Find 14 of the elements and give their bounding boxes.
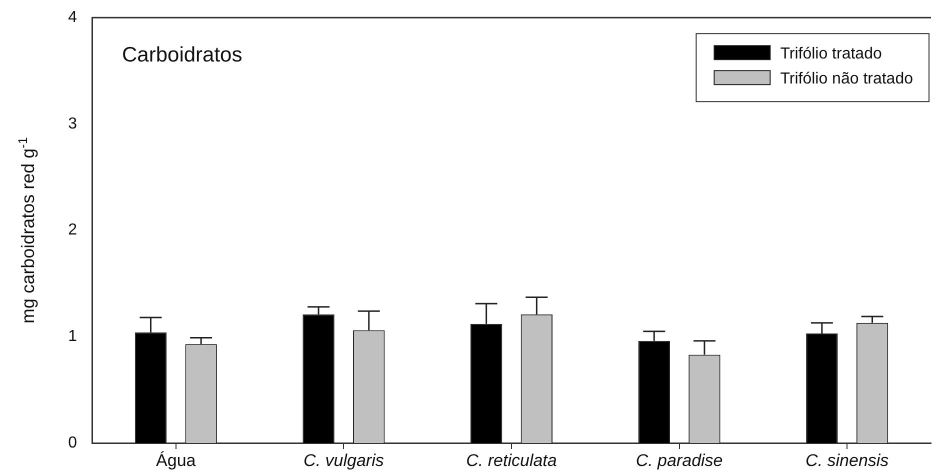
x-tick-label: C. paradise: [636, 450, 723, 470]
y-tick-label: 0: [68, 434, 78, 452]
legend-label: Trifólio tratado: [780, 46, 882, 63]
x-tick-label: C. vulgaris: [304, 450, 384, 470]
y-tick-label: 3: [68, 115, 78, 132]
legend-label: Trifólio não tratado: [780, 70, 914, 88]
y-tick-label: 1: [68, 328, 78, 346]
text: Carboidratos: [122, 44, 242, 67]
x-tick-label: C. sinensis: [806, 450, 890, 470]
y-tick-label: 4: [68, 9, 78, 26]
y-tick-label: 2: [68, 222, 78, 239]
x-tick-label: C. reticulata: [466, 450, 557, 470]
x-tick-label: Água: [156, 450, 196, 470]
y-axis-title: mg carboidratos red g-1: [16, 137, 38, 324]
